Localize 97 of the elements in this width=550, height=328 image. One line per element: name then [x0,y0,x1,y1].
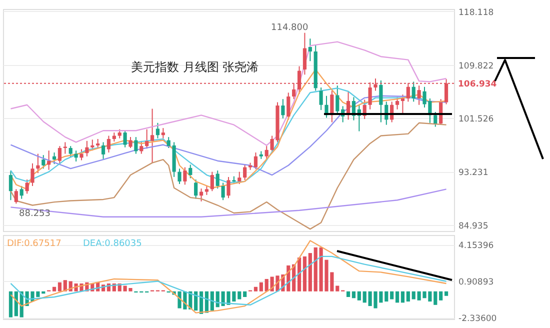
candlestick [134,136,138,154]
candlestick [36,153,40,174]
line-series [10,188,447,218]
line-series [10,256,447,306]
candlestick [400,94,405,114]
candlestick [140,140,144,154]
candlestick [216,170,220,190]
candlestick [150,108,154,164]
candlestick [319,87,323,111]
bar [357,291,361,300]
y-tick-label: 0.90893 [458,278,494,288]
annotation: 114.800 [271,23,308,33]
bar [254,286,258,292]
y-tick-label: -2.33600 [458,314,497,324]
candlestick [204,185,209,196]
y-tick-label: 4.15396 [458,241,494,252]
bar [406,291,410,302]
text: 美元指数 月线图 张尧浠 [131,60,259,74]
candlestick [106,135,111,153]
candlestick [85,140,89,157]
bar [412,291,416,300]
bar [384,291,388,302]
candlestick [42,154,46,170]
candlestick [80,148,84,161]
candlestick [395,96,400,110]
candlestick [123,130,127,148]
candlestick [52,152,56,165]
candlestick [226,176,230,199]
bar [302,256,307,292]
candlestick [68,146,72,158]
text: DIF:0.67517 [7,239,62,249]
bar [400,291,405,303]
bar [52,286,56,292]
line-series [10,122,447,230]
text: DEA:0.86035 [83,239,142,249]
candlestick [118,128,122,139]
candlestick [281,98,285,119]
candlestick [221,182,225,201]
candlestick [434,111,438,128]
bar [390,291,394,300]
candlestick [238,171,242,185]
candlestick [14,188,18,204]
bar [444,291,448,296]
candlestick [63,142,67,154]
y-tick-label: 109.822 [458,61,494,72]
bar [308,253,312,292]
bar [264,278,268,292]
candlestick [194,179,198,200]
candlestick [254,152,258,170]
candlestick [166,136,170,148]
line-series [10,41,447,146]
candlestick [188,164,192,179]
candlestick [412,81,416,102]
bar [194,291,198,311]
bar [439,291,443,300]
candlestick [128,136,132,148]
y-tick-label: 93.231 [458,168,488,178]
candlestick [286,92,290,120]
candlestick [156,122,160,139]
bar [434,291,438,305]
candlestick [302,32,307,76]
bar [259,282,263,292]
candlestick [20,185,24,200]
y-tick-label: 101.526 [458,114,494,125]
ref-line-label: 106.934 [458,79,497,90]
candlestick [336,85,340,116]
bar [346,291,350,298]
candlestick [30,162,34,186]
annotation: 88.253 [19,209,50,219]
bar [362,291,366,303]
bar [243,291,247,298]
bar [238,291,242,300]
candlestick [96,138,100,150]
candlestick [58,146,62,164]
candlestick [145,128,149,150]
candlestick [243,164,247,181]
candlestick [112,132,116,142]
y-tick-label: 84.935 [458,221,488,232]
candlestick [308,38,312,62]
bar [58,282,62,292]
bar [352,291,356,298]
candlestick [8,170,13,201]
candlestick [264,146,268,160]
bar [336,286,340,292]
candlestick [25,179,29,194]
candlestick [183,166,187,186]
bar [395,291,400,303]
candlestick [210,171,214,192]
candlestick [178,168,182,185]
bar [314,247,318,292]
candlestick [199,188,204,202]
candlestick [379,80,383,123]
candlestick [161,128,165,139]
candlestick [417,85,421,106]
y-tick-label: 118.118 [458,8,494,18]
candlestick [101,142,106,160]
bar [8,291,13,318]
